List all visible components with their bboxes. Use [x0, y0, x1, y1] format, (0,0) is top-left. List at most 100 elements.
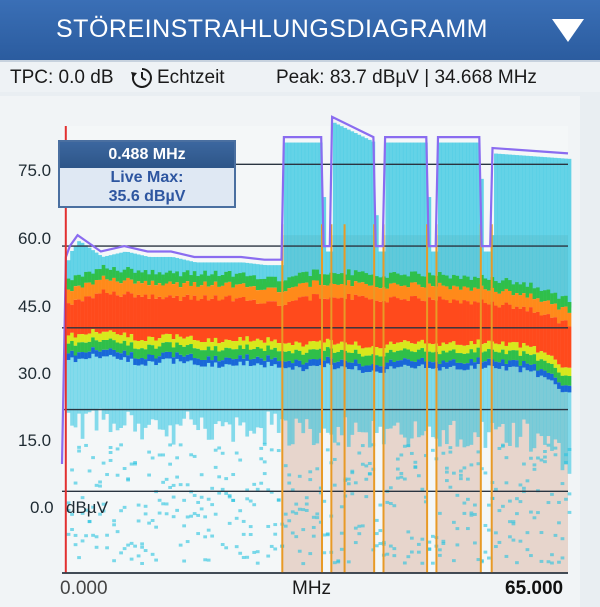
heat-cell [259, 289, 264, 304]
heat-cell [266, 355, 271, 362]
heat-cell [469, 360, 474, 445]
heat-cell [154, 340, 158, 349]
heat-cell [234, 358, 239, 366]
heat-cell [416, 273, 421, 285]
heat-cell [70, 468, 74, 472]
heat-cell [339, 284, 344, 298]
heat-cell [423, 343, 428, 352]
heat-cell [420, 276, 425, 288]
heat-cell [122, 350, 127, 358]
heat-cell [136, 519, 141, 523]
heat-cell [255, 303, 260, 339]
heat-cell [437, 363, 442, 371]
heat-cell [192, 282, 197, 296]
heat-cell [501, 359, 505, 366]
heat-cell [154, 274, 158, 286]
heat-cell [168, 353, 172, 426]
heat-cell [126, 356, 130, 412]
heat-cell [339, 505, 344, 509]
heat-cell [322, 551, 327, 555]
marker-readout[interactable]: 0.488 MHz Live Max: 35.6 dBµV [58, 140, 236, 208]
heat-cell [101, 331, 106, 341]
heat-cell [522, 343, 526, 352]
heat-cell [70, 280, 74, 292]
heat-cell [452, 142, 456, 281]
heat-cell [473, 344, 477, 353]
heat-cell [353, 349, 358, 360]
heat-cell [290, 276, 295, 288]
page-title: STÖREINSTRAHLUNGSDIAGRAMM [56, 15, 488, 43]
heat-cell [101, 256, 106, 271]
heat-cell [276, 362, 281, 433]
heat-cell [557, 309, 561, 324]
heat-cell [227, 357, 232, 365]
heat-cell [543, 360, 547, 371]
heat-cell [231, 276, 236, 288]
heat-cell [564, 453, 568, 457]
heat-cell [567, 376, 572, 386]
marker-value: 35.6 dBµV [108, 188, 186, 205]
heat-cell [466, 363, 470, 370]
heat-cell [73, 481, 78, 485]
heat-cell [315, 142, 320, 276]
heat-cell [105, 279, 109, 294]
heat-cell [147, 355, 151, 425]
heat-cell [427, 283, 432, 298]
heat-cell [406, 142, 411, 282]
heat-cell [168, 342, 172, 352]
heat-cell [248, 263, 253, 282]
heat-cell [525, 364, 530, 424]
heat-cell [466, 477, 470, 481]
heat-cell [308, 300, 313, 342]
heat-cell [91, 250, 95, 280]
heat-cell [129, 334, 134, 343]
heat-cell [217, 300, 222, 344]
heat-cell [308, 349, 313, 360]
heat-cell [357, 345, 362, 354]
heat-cell [171, 339, 176, 348]
heat-cell [315, 467, 320, 471]
heat-cell [364, 347, 369, 356]
heat-cell [487, 279, 491, 291]
heat-cell [276, 361, 281, 368]
heat-cell [157, 296, 162, 339]
heat-cell [112, 254, 116, 273]
heat-cell [122, 351, 127, 426]
heat-cell [245, 355, 250, 437]
heat-cell [511, 350, 516, 360]
triangle-down-icon[interactable] [548, 16, 588, 44]
heat-cell [402, 359, 407, 438]
heat-cell [182, 346, 187, 357]
heat-cell [476, 558, 481, 562]
heat-cell [294, 359, 299, 367]
heat-cell [143, 294, 148, 342]
heat-cell [304, 344, 309, 353]
heat-cell [192, 262, 197, 277]
heat-cell [388, 283, 393, 298]
heat-cell [402, 142, 407, 281]
heat-cell [339, 341, 344, 350]
heat-cell [269, 544, 274, 548]
heat-cell [248, 300, 253, 342]
heat-cell [357, 363, 362, 371]
heat-cell [122, 280, 127, 295]
heat-cell [357, 296, 362, 346]
heat-cell [427, 362, 432, 427]
heat-cell [73, 246, 78, 281]
heat-cell [196, 340, 201, 349]
heat-cell [497, 540, 502, 544]
heat-cell [529, 346, 533, 356]
heat-cell [529, 510, 533, 514]
heat-cell [126, 355, 130, 362]
heat-cell [445, 344, 449, 353]
heat-cell [539, 315, 544, 352]
heat-cell [91, 347, 95, 354]
heat-cell [115, 334, 120, 343]
heat-cell [497, 344, 502, 353]
heat-cell [136, 554, 141, 558]
heat-cell [508, 350, 512, 361]
heat-cell [73, 286, 78, 300]
heat-cell [441, 274, 446, 286]
heat-cell [487, 528, 491, 532]
heat-cell [497, 363, 502, 427]
